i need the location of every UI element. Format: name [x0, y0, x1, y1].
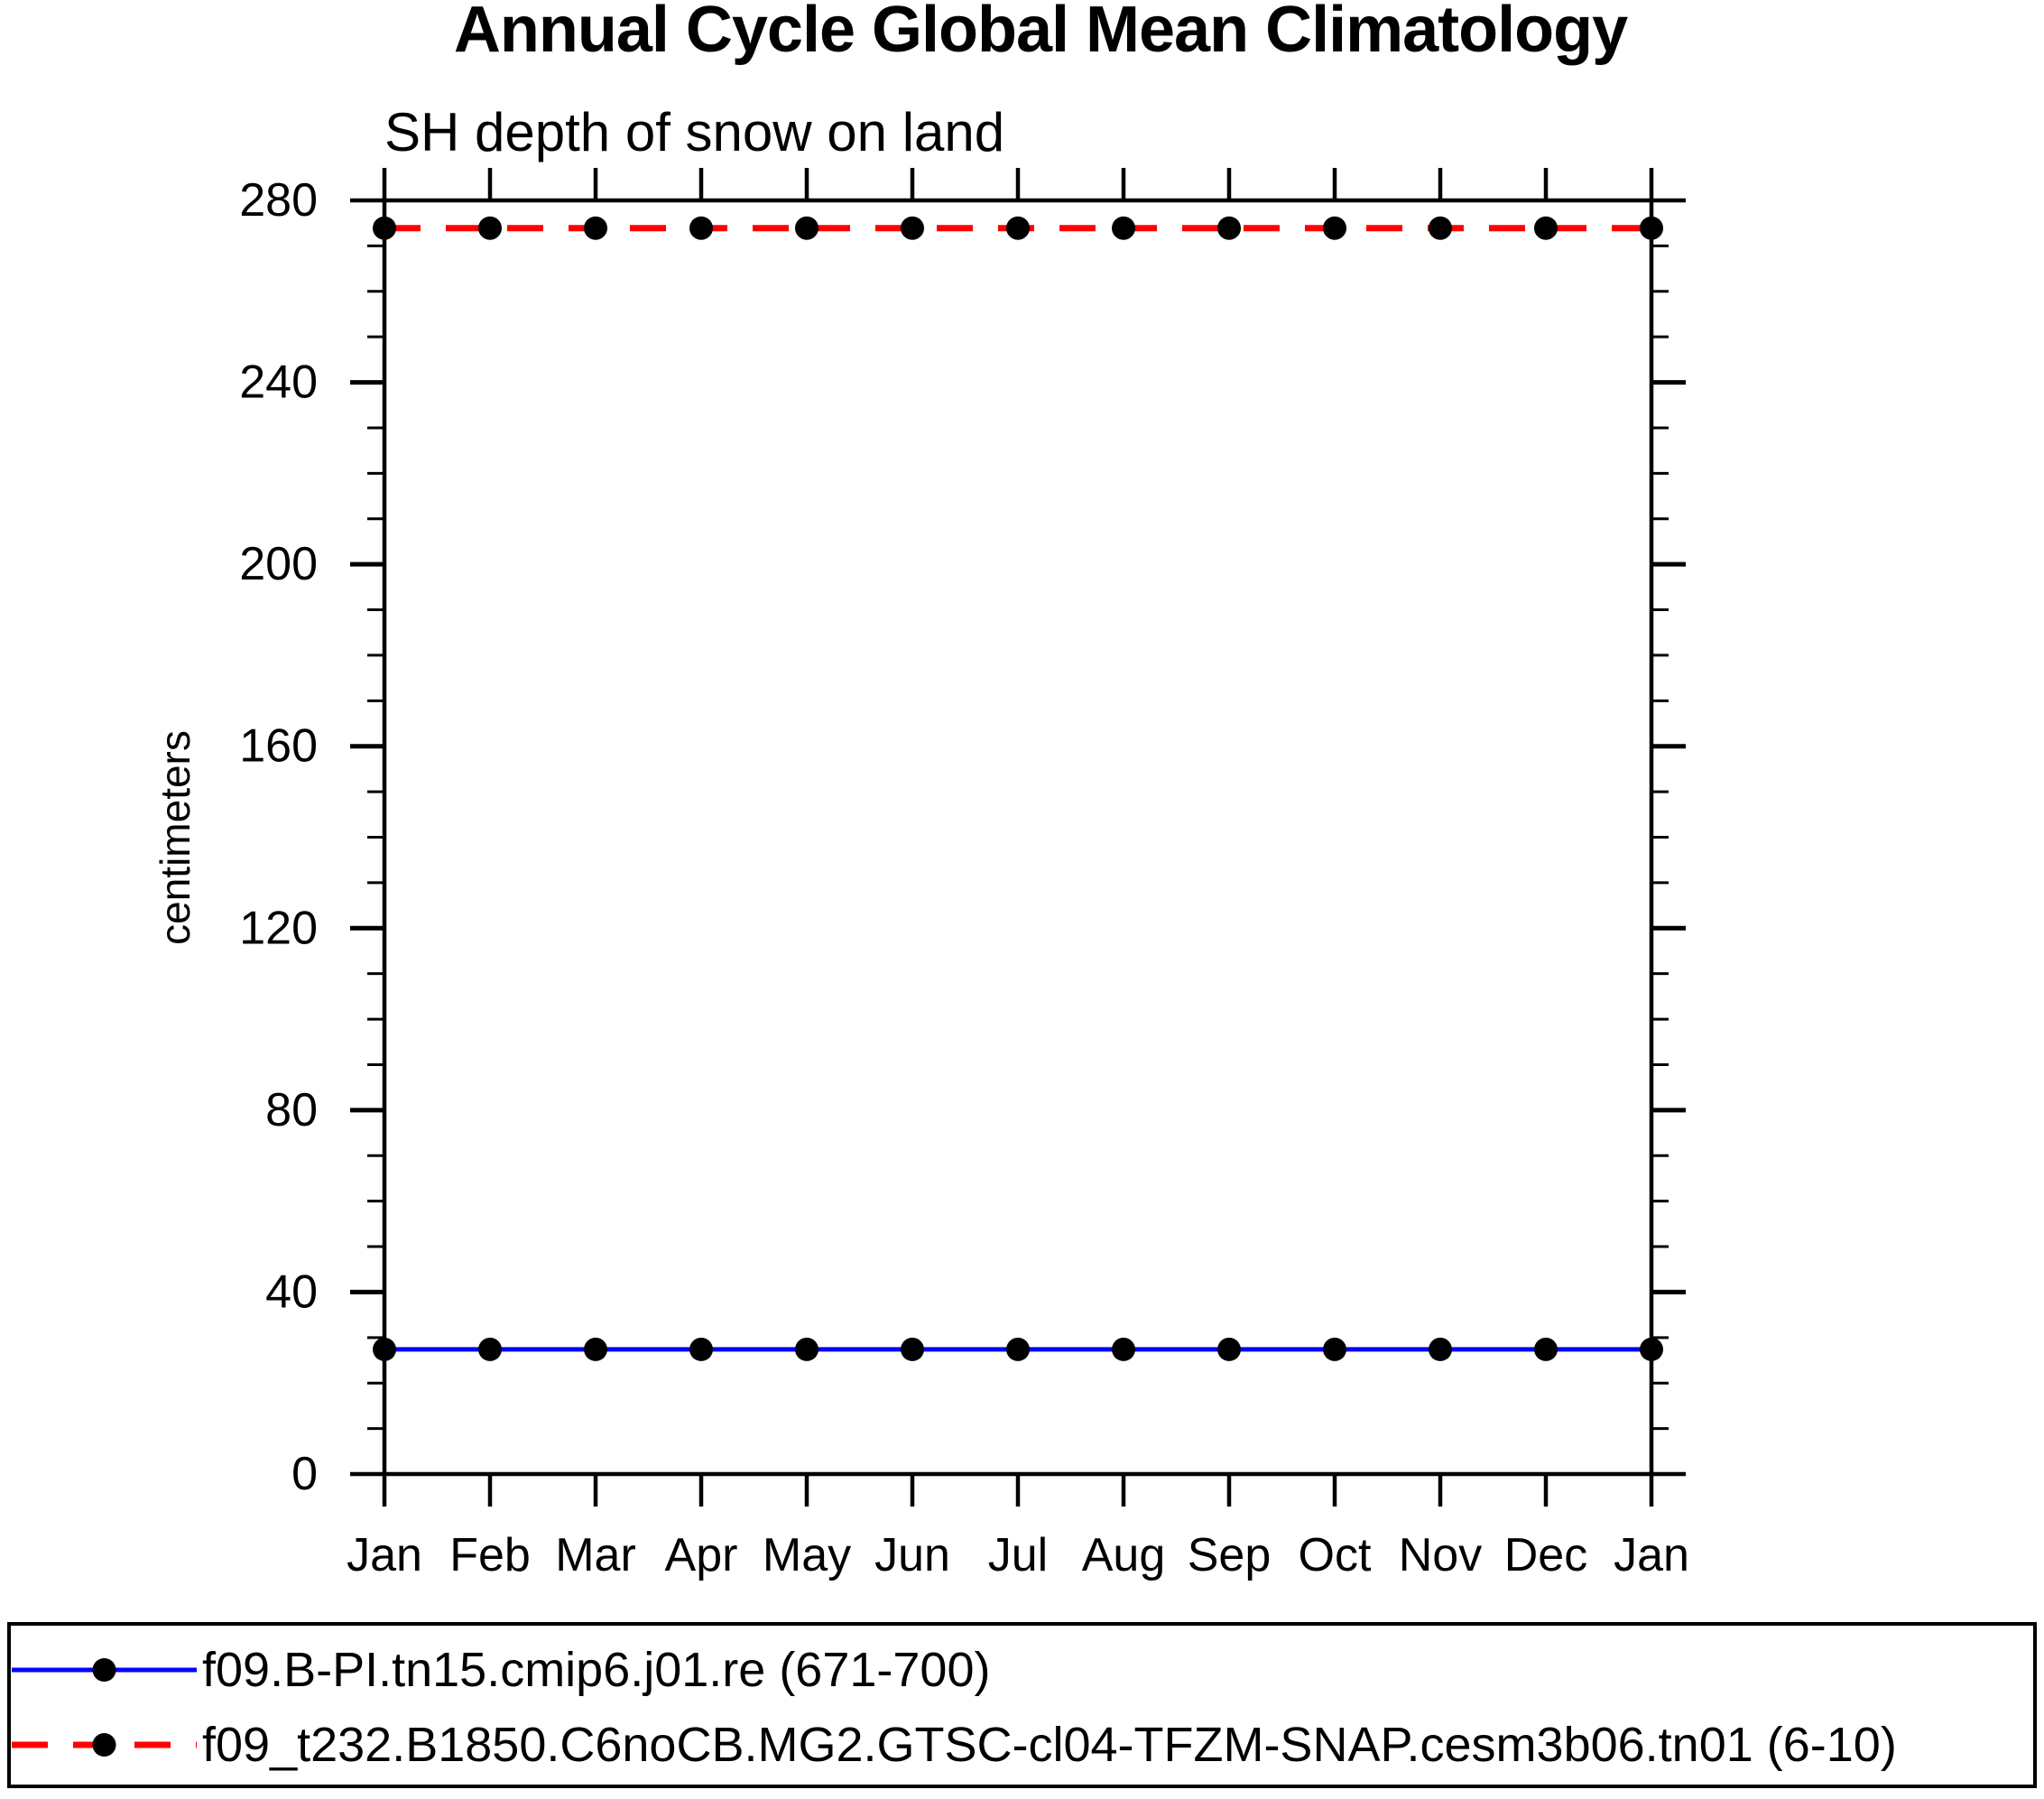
y-axis-ticks: [350, 244, 1686, 1431]
legend-marker-1: [92, 1733, 116, 1757]
y-tick-label: 200: [239, 538, 318, 590]
x-axis-ticks: [487, 168, 1549, 1507]
series-marker-0: [901, 1337, 924, 1361]
series-marker-1: [1112, 216, 1135, 240]
series-marker-1: [901, 216, 924, 240]
y-tick-label: 80: [265, 1084, 318, 1136]
x-tick-label: Apr: [665, 1529, 738, 1581]
series-marker-1: [1534, 216, 1558, 240]
x-tick-label: Jun: [874, 1529, 950, 1581]
series-marker-1: [478, 216, 502, 240]
series-marker-0: [689, 1337, 713, 1361]
series-marker-1: [1006, 216, 1030, 240]
series-marker-0: [1217, 1337, 1241, 1361]
series-marker-0: [1429, 1337, 1452, 1361]
series-marker-0: [373, 1337, 396, 1361]
series-marker-1: [795, 216, 819, 240]
x-tick-label: Sep: [1188, 1529, 1272, 1581]
y-tick-label: 280: [239, 174, 318, 227]
x-tick-label: Jan: [347, 1529, 422, 1581]
y-axis-label: centimeters: [152, 730, 199, 945]
x-tick-label: Dec: [1504, 1529, 1587, 1581]
x-tick-label: May: [763, 1529, 851, 1581]
series-marker-0: [584, 1337, 607, 1361]
legend-box: [7, 1622, 2037, 1788]
x-tick-label: Jan: [1614, 1529, 1689, 1581]
series-marker-1: [1429, 216, 1452, 240]
x-tick-label: Aug: [1082, 1529, 1166, 1581]
series-marker-1: [1323, 216, 1346, 240]
legend-label-1: f09_t232.B1850.C6noCB.MG2.GTSC-cl04-TFZM…: [202, 1718, 1897, 1772]
chart-title: Annual Cycle Global Mean Climatology: [454, 0, 1628, 66]
series-marker-0: [1534, 1337, 1558, 1361]
y-tick-label: 160: [239, 720, 318, 773]
series-marker-1: [689, 216, 713, 240]
y-tick-label: 240: [239, 357, 318, 409]
x-tick-label: Oct: [1299, 1529, 1372, 1581]
legend-label-0: f09.B-PI.tn15.cmip6.j01.re (671-700): [202, 1643, 990, 1697]
series-marker-0: [1112, 1337, 1135, 1361]
chart-subtitle: SH depth of snow on land: [384, 102, 1004, 162]
x-tick-label: Jul: [988, 1529, 1048, 1581]
x-tick-label: Mar: [555, 1529, 636, 1581]
series-marker-1: [373, 216, 396, 240]
series-marker-1: [1640, 216, 1663, 240]
series-marker-0: [1640, 1337, 1663, 1361]
y-tick-label: 0: [291, 1448, 318, 1500]
legend: f09.B-PI.tn15.cmip6.j01.re (671-700) f09_…: [7, 1622, 2037, 1788]
data-series: [373, 216, 1663, 1361]
x-tick-label: Nov: [1399, 1529, 1482, 1581]
y-axis-tick-labels: 0 40 80 120 160 200 240 280: [239, 174, 318, 1500]
x-tick-label: Feb: [449, 1529, 531, 1581]
series-marker-0: [1006, 1337, 1030, 1361]
series-marker-1: [584, 216, 607, 240]
y-tick-label: 40: [265, 1266, 318, 1318]
x-axis-tick-labels: Jan Feb Mar Apr May Jun Jul Aug Sep Oct Nov Dec Jan: [347, 1529, 1689, 1581]
series-marker-0: [478, 1337, 502, 1361]
plot-frame: [350, 168, 1686, 1507]
y-tick-label: 120: [239, 902, 318, 954]
series-marker-0: [795, 1337, 819, 1361]
legend-marker-0: [92, 1658, 116, 1682]
series-marker-0: [1323, 1337, 1346, 1361]
series-marker-1: [1217, 216, 1241, 240]
